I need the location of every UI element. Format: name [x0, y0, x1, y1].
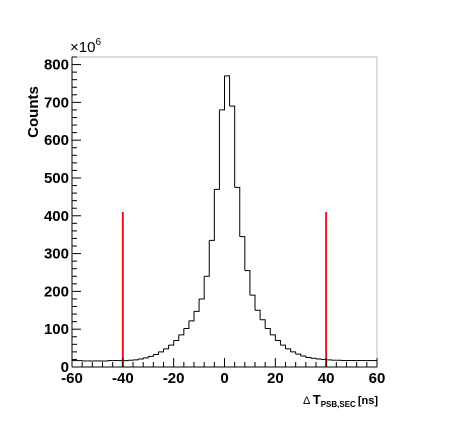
histogram-bin: [199, 276, 205, 300]
histogram-bin: [204, 240, 210, 277]
histogram-bin: [305, 357, 312, 359]
y-tick-label: 300: [44, 246, 69, 263]
histogram-bin: [260, 319, 266, 329]
x-tick-label: 20: [267, 370, 284, 387]
histogram-bin: [234, 186, 241, 237]
x-tick-label: -20: [163, 370, 185, 387]
x-tick-label: -60: [61, 370, 83, 387]
y-multiplier-exponent: 6: [95, 37, 101, 48]
histogram-bin: [133, 359, 139, 361]
histogram-bin: [285, 348, 292, 352]
histogram-bin: [310, 357, 317, 360]
histogram-bin: [239, 236, 246, 271]
y-axis-title: Counts: [25, 86, 42, 138]
histogram-bin: [265, 327, 271, 335]
histogram-bin: [163, 345, 170, 350]
x-title-symbol: T: [313, 392, 321, 407]
x-tick-label: 60: [369, 370, 386, 387]
histogram-bin: [178, 328, 185, 336]
histogram-bin: [280, 344, 286, 349]
x-axis-title: Δ TPSB,SEC [ns]: [303, 392, 378, 409]
x-tick-label: -40: [112, 370, 134, 387]
histogram-bin: [244, 270, 251, 296]
histogram-bin: [168, 340, 175, 346]
histogram-bin: [255, 309, 261, 320]
x-title-subscript: PSB,SEC: [321, 400, 356, 409]
y-multiplier-base: ×10: [70, 39, 95, 56]
x-tick-label: 40: [318, 370, 335, 387]
histogram-bin: [270, 334, 276, 341]
histogram-bin: [143, 356, 149, 359]
y-tick-label: 800: [44, 57, 69, 74]
histogram-bin: [290, 351, 297, 355]
histogram-bin: [148, 354, 154, 357]
histogram-bin: [229, 105, 236, 188]
x-tick-label: 0: [220, 370, 228, 387]
histogram-bin: [219, 75, 225, 111]
histogram-bin: [158, 348, 164, 353]
x-title-prefix: Δ: [303, 395, 311, 407]
histogram-bin: [214, 109, 220, 190]
histogram-bin: [138, 357, 144, 360]
y-tick-label: 500: [44, 170, 69, 187]
y-tick-label: 100: [44, 321, 69, 338]
histogram-bin: [188, 311, 195, 322]
histogram-bin: [300, 355, 307, 358]
histogram-bin: [275, 340, 281, 346]
y-axis-multiplier: ×106: [70, 37, 101, 56]
histogram-bin: [183, 320, 190, 329]
y-tick-label: 400: [44, 208, 69, 225]
histogram-bin: [173, 334, 180, 342]
histogram-bin: [153, 351, 159, 356]
y-tick-label: 0: [61, 359, 69, 376]
histogram-bin: [295, 353, 302, 357]
histogram-bin: [224, 75, 231, 107]
histogram-bin: [249, 294, 256, 311]
y-tick-label: 600: [44, 132, 69, 149]
y-tick-label: 200: [44, 283, 69, 300]
histogram-bin: [209, 189, 215, 241]
x-title-unit: [ns]: [358, 395, 379, 407]
histogram-bin: [194, 298, 200, 312]
y-tick-label: 700: [44, 94, 69, 111]
